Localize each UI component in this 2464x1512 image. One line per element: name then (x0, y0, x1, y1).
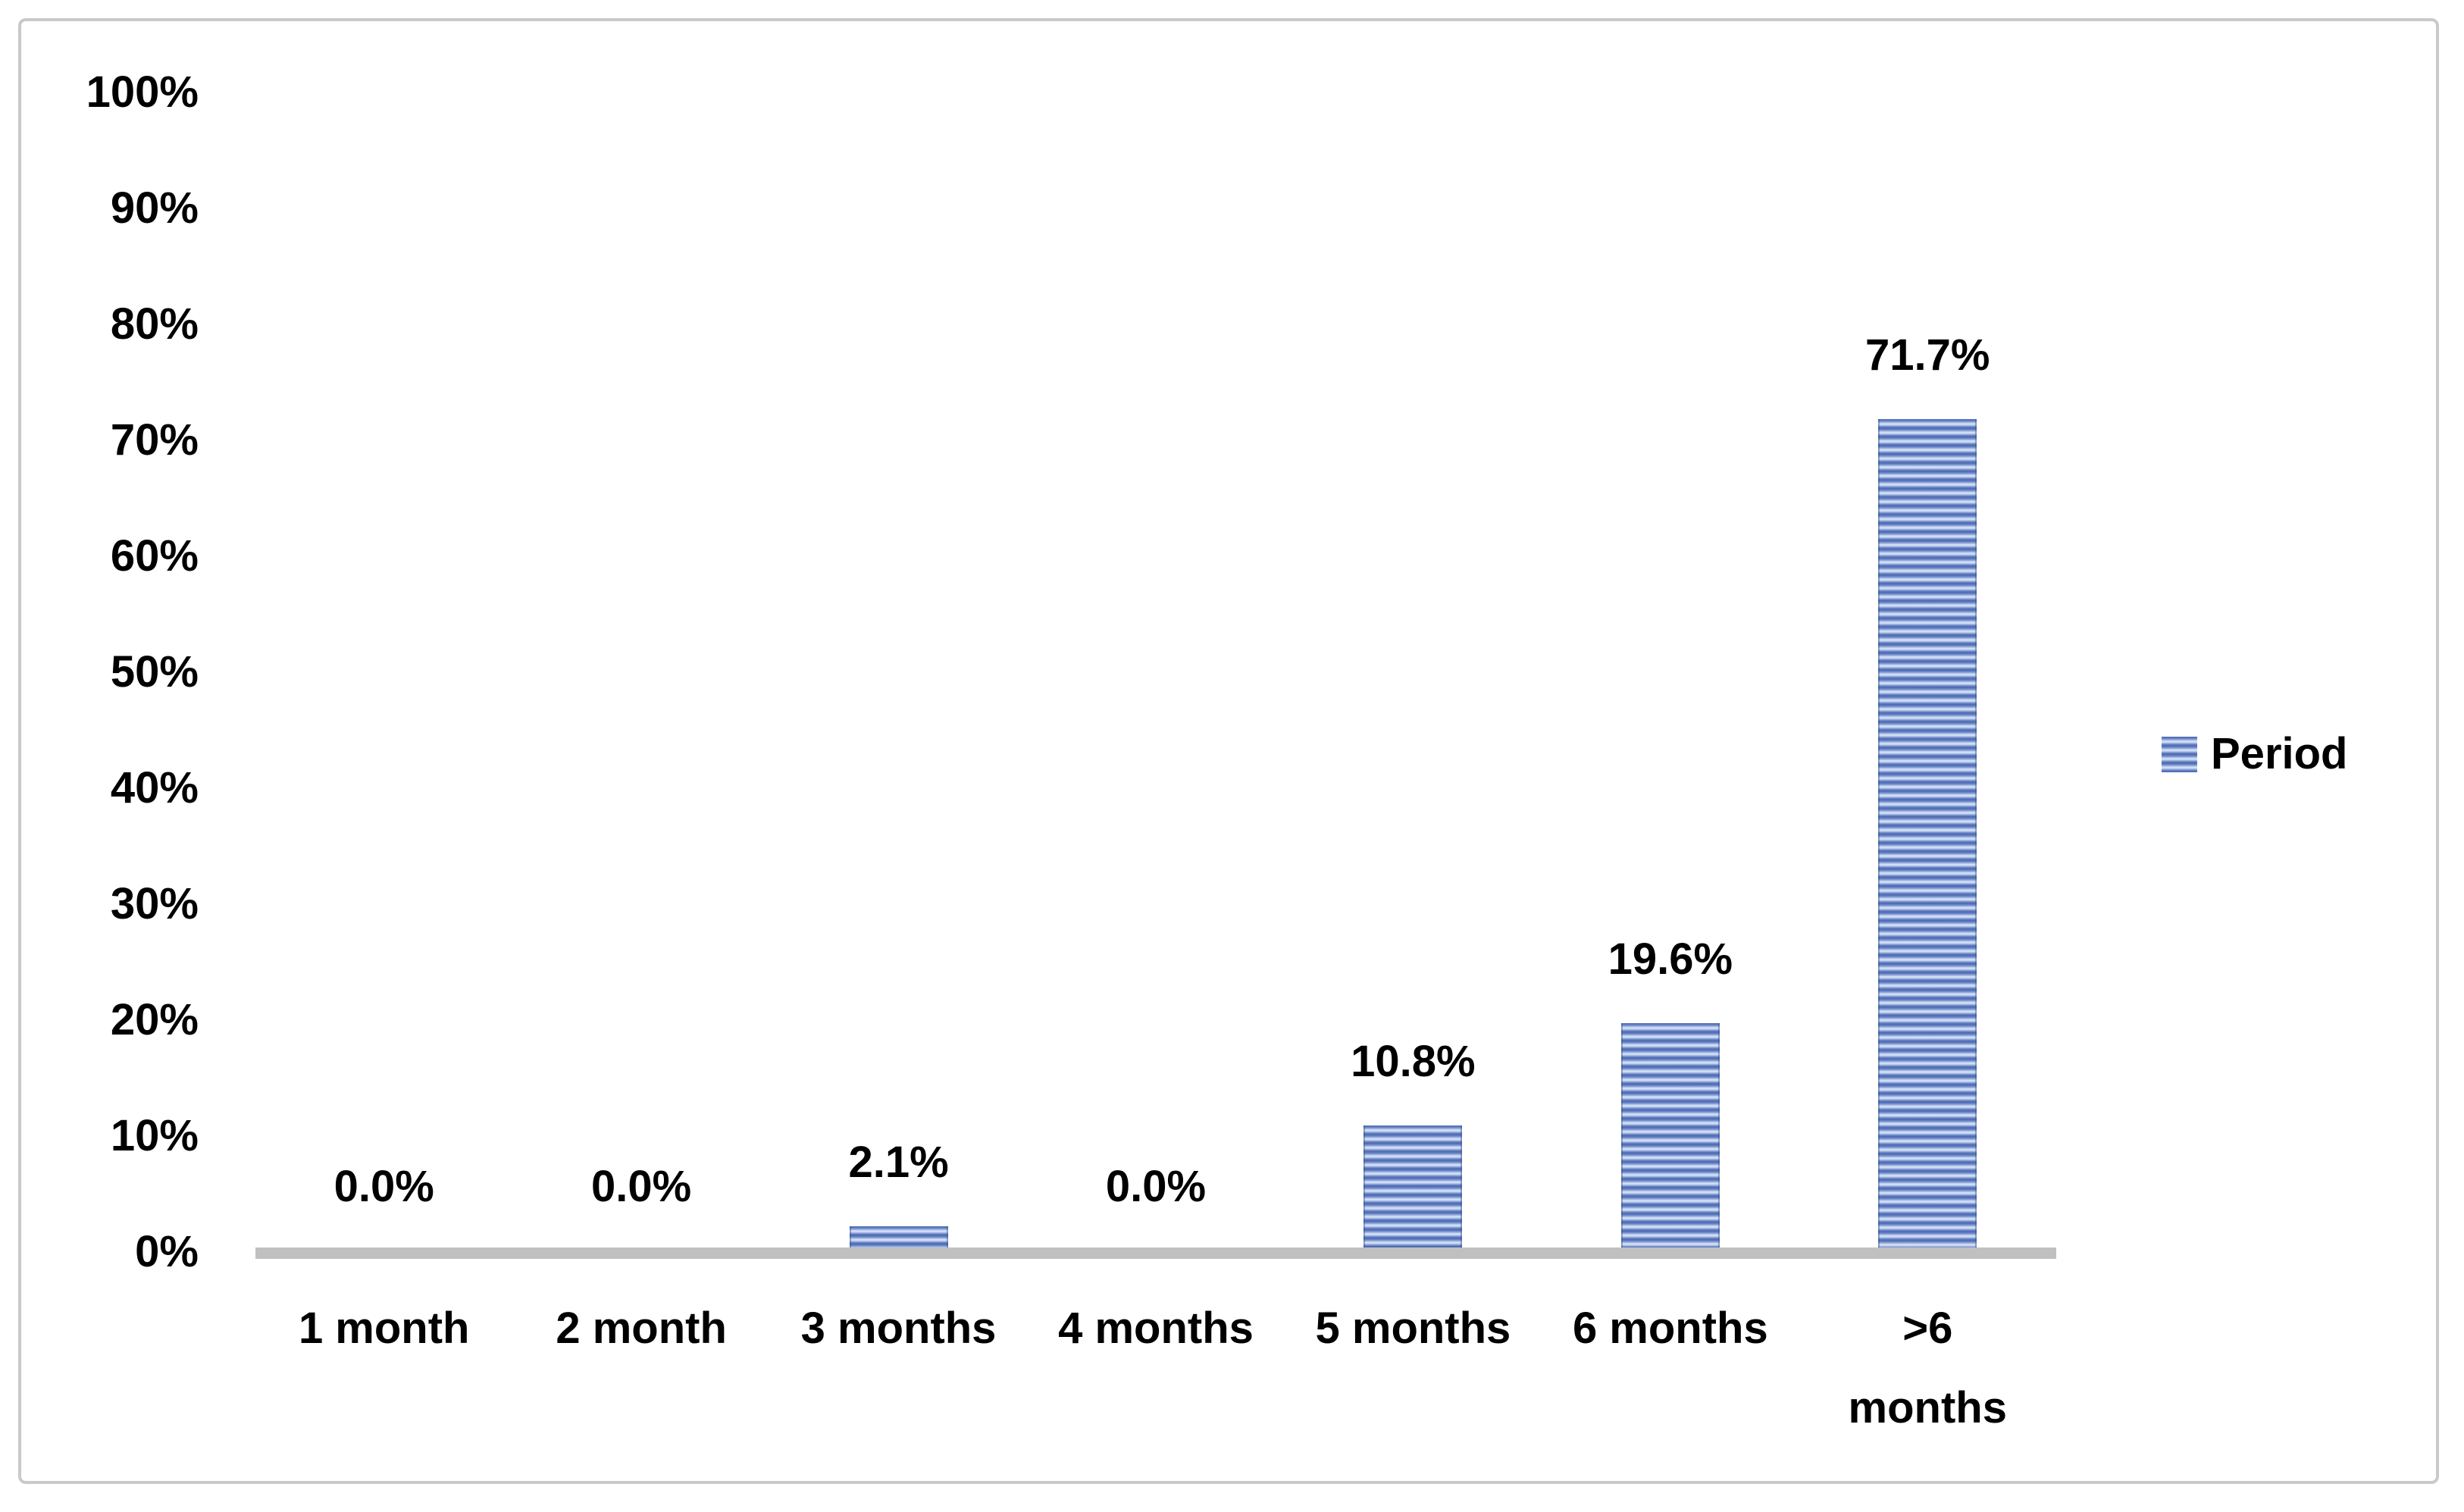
y-axis-tick-label: 0% (135, 1227, 199, 1276)
bar-category-5 (1363, 1125, 1463, 1251)
x-axis-baseline (255, 1247, 2056, 1259)
legend-marker-striped-square (2162, 736, 2197, 772)
x-axis-label: 4 months (1058, 1304, 1254, 1353)
bar-category-7 (1878, 419, 1977, 1251)
x-axis-label: 3 months (800, 1304, 997, 1353)
y-axis-tick-label: 30% (110, 879, 199, 928)
data-label: 10.8% (1351, 1037, 1476, 1086)
legend-label: Period (2211, 729, 2348, 778)
x-axis-label: 5 months (1315, 1304, 1511, 1353)
data-label: 0.0% (591, 1162, 692, 1211)
y-axis-tick-label: 80% (110, 299, 199, 349)
x-axis-label: 1 month (298, 1304, 470, 1353)
legend: Period (2162, 732, 2348, 776)
x-axis-label: >6 months (1848, 1304, 2007, 1432)
y-axis-tick-label: 60% (110, 531, 199, 581)
y-axis-tick-label: 50% (110, 647, 199, 697)
bar-category-6 (1620, 1023, 1720, 1251)
bar-category-3 (849, 1226, 948, 1251)
data-label: 0.0% (333, 1162, 434, 1211)
y-axis-tick-label: 40% (110, 763, 199, 812)
x-axis-label: 2 month (556, 1304, 727, 1353)
data-label: 71.7% (1865, 330, 1990, 380)
chart-frame (18, 18, 2439, 1484)
y-axis-tick-label: 70% (110, 415, 199, 465)
data-label: 19.6% (1608, 934, 1733, 984)
y-axis-tick-label: 10% (110, 1111, 199, 1160)
data-label: 0.0% (1105, 1162, 1207, 1211)
x-axis-label: 6 months (1572, 1304, 1768, 1353)
y-axis-tick-label: 20% (110, 995, 199, 1044)
y-axis-tick-label: 100% (86, 67, 199, 117)
data-label: 2.1% (848, 1138, 949, 1187)
y-axis-tick-label: 90% (110, 183, 199, 233)
